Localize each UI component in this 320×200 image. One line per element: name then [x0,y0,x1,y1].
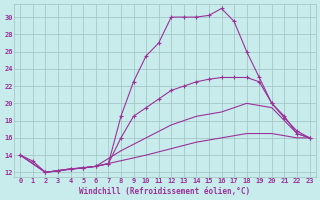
X-axis label: Windchill (Refroidissement éolien,°C): Windchill (Refroidissement éolien,°C) [79,187,251,196]
